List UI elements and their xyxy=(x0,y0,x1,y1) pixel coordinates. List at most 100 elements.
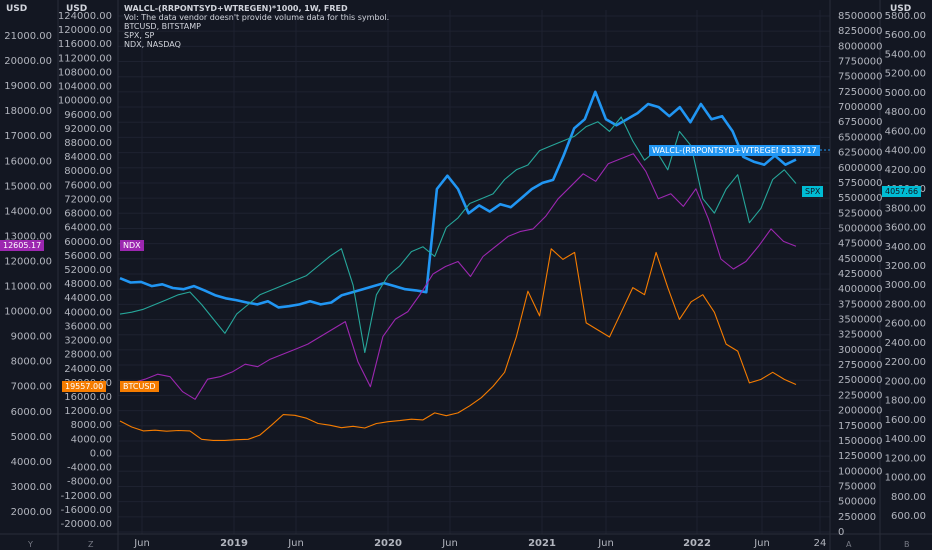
far-left-tick-label: 3000.00 xyxy=(11,482,52,493)
ndx-value-tag: 12605.17 xyxy=(0,240,45,251)
left-tick-label: 16000.00 xyxy=(64,392,112,403)
x-tick-label: Jun xyxy=(753,538,770,549)
left-tick-label: 116000.00 xyxy=(58,39,112,50)
x-tick-label: Jun xyxy=(441,538,458,549)
far-left-tick-label: 21000.00 xyxy=(4,31,52,42)
far-right-tick-label: 3400.00 xyxy=(885,242,926,253)
right-tick-label: 3500000 xyxy=(838,315,883,326)
right-tick-label: 2500000 xyxy=(838,375,883,386)
x-tick-label: Jun xyxy=(287,538,304,549)
far-left-tick-label: 11000.00 xyxy=(4,282,52,293)
legend-spx[interactable]: SPX, SP xyxy=(124,31,155,40)
far-right-tick-label: 5000.00 xyxy=(885,88,926,99)
series-line-walcl-rrpontsyd-wtregen-1000[interactable] xyxy=(119,90,797,309)
far-left-tick-label: 4000.00 xyxy=(11,457,52,468)
x-tick-label: 2020 xyxy=(374,538,402,549)
scale-z-button[interactable]: Z xyxy=(88,540,94,549)
right-tick-label: 0 xyxy=(838,527,844,538)
left-tick-label: 48000.00 xyxy=(64,279,112,290)
right-tick-label: 750000 xyxy=(838,481,876,492)
right-tick-label: 5000000 xyxy=(838,223,883,234)
far-right-tick-label: 2800.00 xyxy=(885,299,926,310)
right-tick-label: 5250000 xyxy=(838,208,883,219)
right-tick-label: 1000000 xyxy=(838,466,883,477)
left-tick-label: 112000.00 xyxy=(58,53,112,64)
right-tick-label: 1500000 xyxy=(838,436,883,447)
scale-b-button[interactable]: B xyxy=(904,540,910,549)
right-tick-label: 3750000 xyxy=(838,299,883,310)
far-left-tick-label: 18000.00 xyxy=(4,106,52,117)
far-left-unit: USD xyxy=(6,4,28,14)
right-tick-label: 6750000 xyxy=(838,117,883,128)
right-tick-label: 5500000 xyxy=(838,193,883,204)
x-tick-label: Jun xyxy=(133,538,150,549)
left-tick-label: 84000.00 xyxy=(64,152,112,163)
btc-value-tag: 19557.00 xyxy=(62,381,107,392)
right-tick-label: 5750000 xyxy=(838,178,883,189)
legend-vol-note: Vol: The data vendor doesn't provide vol… xyxy=(124,13,390,22)
far-left-tick-label: 15000.00 xyxy=(4,181,52,192)
far-left-tick-label: 20000.00 xyxy=(4,56,52,67)
left-tick-label: -12000.00 xyxy=(61,491,112,502)
left-tick-label: 68000.00 xyxy=(64,209,112,220)
right-tick-label: 8000000 xyxy=(838,41,883,52)
right-tick-label: 2000000 xyxy=(838,406,883,417)
far-right-tick-label: 5800.00 xyxy=(885,11,926,22)
legend-btc[interactable]: BTCUSD, BITSTAMP xyxy=(124,22,201,31)
far-right-tick-label: 1600.00 xyxy=(885,415,926,426)
far-right-tick-label: 3000.00 xyxy=(885,280,926,291)
left-tick-label: 124000.00 xyxy=(58,11,112,22)
right-tick-label: 1250000 xyxy=(838,451,883,462)
auto-scale-button[interactable]: A xyxy=(846,540,852,549)
legend-ndx[interactable]: NDX, NASDAQ xyxy=(124,40,181,49)
left-tick-label: -8000.00 xyxy=(67,477,112,488)
left-tick-label: -16000.00 xyxy=(61,505,112,516)
far-left-tick-label: 9000.00 xyxy=(11,332,52,343)
series-line-btcusd[interactable] xyxy=(119,248,797,441)
far-left-tick-label: 14000.00 xyxy=(4,206,52,217)
legend-title[interactable]: WALCL-(RRPONTSYD+WTREGEN)*1000, 1W, FRED xyxy=(124,4,348,13)
series-line-ndx[interactable] xyxy=(119,153,797,400)
far-right-tick-label: 4200.00 xyxy=(885,165,926,176)
scale-y-button[interactable]: Y xyxy=(28,540,33,549)
x-tick-label: 24 xyxy=(814,538,827,549)
left-tick-label: 60000.00 xyxy=(64,237,112,248)
left-tick-label: 72000.00 xyxy=(64,194,112,205)
series-line-spx[interactable] xyxy=(119,116,797,354)
right-tick-label: 6500000 xyxy=(838,132,883,143)
left-tick-label: 32000.00 xyxy=(64,336,112,347)
right-tick-label: 250000 xyxy=(838,512,876,523)
right-tick-label: 4750000 xyxy=(838,239,883,250)
far-left-tick-label: 13000.00 xyxy=(4,231,52,242)
x-tick-label: 2022 xyxy=(683,538,711,549)
left-unit: USD xyxy=(66,4,88,14)
far-left-tick-label: 19000.00 xyxy=(4,81,52,92)
left-tick-label: 100000.00 xyxy=(58,96,112,107)
right-tick-label: 8250000 xyxy=(838,26,883,37)
left-tick-label: 56000.00 xyxy=(64,251,112,262)
left-tick-label: 4000.00 xyxy=(71,434,112,445)
far-left-tick-label: 12000.00 xyxy=(4,256,52,267)
left-tick-label: 12000.00 xyxy=(64,406,112,417)
far-right-tick-label: 4600.00 xyxy=(885,126,926,137)
spx-name-tag: SPX xyxy=(802,186,824,197)
walcl-value-tag: 6133717 xyxy=(778,145,820,156)
left-tick-label: 96000.00 xyxy=(64,110,112,121)
far-left-tick-label: 2000.00 xyxy=(11,507,52,518)
left-tick-label: 52000.00 xyxy=(64,265,112,276)
grid-lines xyxy=(118,10,830,534)
left-tick-label: 64000.00 xyxy=(64,223,112,234)
spx-value-tag: 4057.66 xyxy=(882,186,922,197)
right-tick-label: 500000 xyxy=(838,497,876,508)
right-tick-label: 4250000 xyxy=(838,269,883,280)
left-tick-label: 44000.00 xyxy=(64,293,112,304)
right-tick-label: 7000000 xyxy=(838,102,883,113)
left-tick-label: 36000.00 xyxy=(64,321,112,332)
chart-series xyxy=(119,90,830,441)
far-right-tick-label: 1000.00 xyxy=(885,473,926,484)
left-tick-label: 88000.00 xyxy=(64,138,112,149)
left-tick-label: 28000.00 xyxy=(64,350,112,361)
far-right-tick-label: 5200.00 xyxy=(885,69,926,80)
